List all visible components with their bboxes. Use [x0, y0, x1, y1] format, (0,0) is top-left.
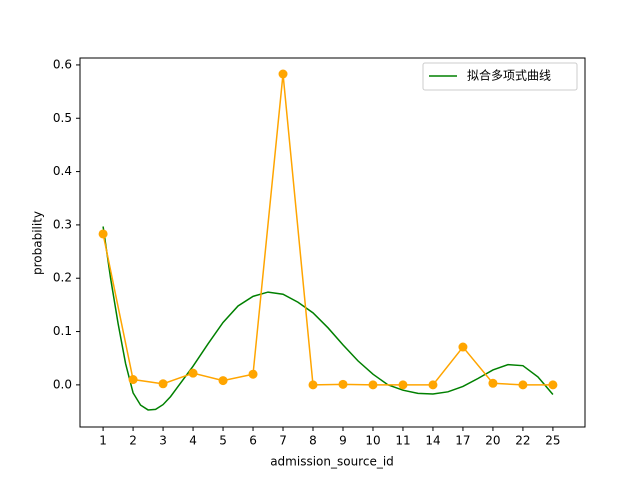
- x-tick-label: 9: [339, 434, 347, 448]
- x-tick-label: 22: [515, 434, 530, 448]
- y-tick-label: 0.4: [53, 164, 72, 178]
- y-tick-label: 0.6: [53, 57, 72, 71]
- series-line: [102, 73, 553, 386]
- point: [458, 342, 468, 352]
- x-tick-label: 10: [365, 434, 380, 448]
- y-tick-label: 0.1: [53, 324, 72, 338]
- point: [278, 69, 288, 79]
- y-tick-label: 0.3: [53, 217, 72, 231]
- point: [218, 376, 228, 386]
- x-tick-label: 25: [545, 434, 560, 448]
- x-tick-label: 2: [129, 434, 137, 448]
- series-line: [102, 226, 554, 411]
- point: [308, 380, 318, 390]
- point: [548, 380, 558, 390]
- point: [368, 380, 378, 390]
- x-axis-label: admission_source_id: [270, 455, 394, 469]
- x-tick-label: 17: [455, 434, 470, 448]
- y-tick-label: 0.2: [53, 271, 72, 285]
- x-tick-label: 1: [99, 434, 107, 448]
- x-tick-label: 20: [485, 434, 500, 448]
- y-tick-label: 0.5: [53, 111, 72, 125]
- x-tick-label: 6: [249, 434, 257, 448]
- point: [338, 379, 348, 389]
- x-tick-label: 4: [189, 434, 197, 448]
- x-tick-label: 14: [425, 434, 440, 448]
- x-tick-label: 7: [279, 434, 287, 448]
- point: [518, 380, 528, 390]
- x-tick-label: 5: [219, 434, 227, 448]
- point: [98, 229, 108, 239]
- point: [248, 369, 258, 379]
- point: [158, 379, 168, 389]
- legend-box: [422, 62, 578, 91]
- x-tick-label: 11: [395, 434, 410, 448]
- x-tick-label: 8: [309, 434, 317, 448]
- x-tick-label: 3: [159, 434, 167, 448]
- point: [428, 380, 438, 390]
- y-axis-label: probability: [31, 211, 45, 275]
- y-tick-label: 0.0: [53, 377, 72, 391]
- point: [188, 368, 198, 378]
- point: [398, 380, 408, 390]
- point: [128, 375, 138, 385]
- plot-frame: [79, 57, 586, 428]
- legend-label: 拟合多项式曲线: [467, 68, 551, 83]
- point: [488, 378, 498, 388]
